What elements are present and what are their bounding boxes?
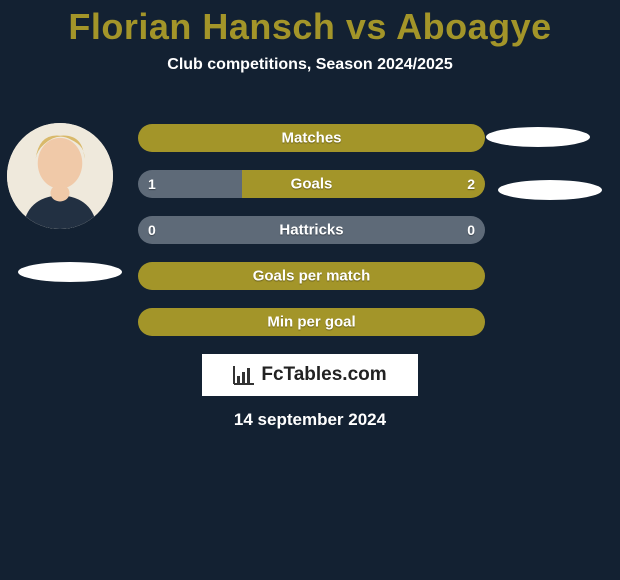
- oval-below-left-avatar: [18, 262, 122, 282]
- bar-value-left: 0: [148, 222, 156, 238]
- stat-bar: Hattricks 0 0: [138, 216, 485, 244]
- avatar-left-image: [7, 123, 113, 229]
- bar-label: Hattricks: [279, 222, 343, 239]
- bar-label: Goals: [291, 176, 333, 193]
- bar-fill-right: [242, 170, 485, 198]
- player-left-avatar: [7, 123, 113, 229]
- oval-right-top: [486, 127, 590, 147]
- fctables-logo: FcTables.com: [202, 354, 418, 396]
- bar-label: Min per goal: [267, 314, 355, 331]
- chart-icon: [233, 365, 255, 385]
- logo-text: FcTables.com: [261, 364, 386, 386]
- comparison-bars: Matches Goals 1 2 Hattricks 0 0 Goals per match…: [138, 124, 485, 354]
- stat-bar: Min per goal: [138, 308, 485, 336]
- page-title: Florian Hansch vs Aboagye: [0, 0, 620, 48]
- stat-bar: Matches: [138, 124, 485, 152]
- oval-right-second: [498, 180, 602, 200]
- stat-bar: Goals per match: [138, 262, 485, 290]
- subtitle: Club competitions, Season 2024/2025: [0, 56, 620, 74]
- bar-value-right: 2: [467, 176, 475, 192]
- bar-label: Matches: [281, 130, 341, 147]
- date-text: 14 september 2024: [234, 410, 386, 430]
- stat-bar: Goals 1 2: [138, 170, 485, 198]
- bar-value-left: 1: [148, 176, 156, 192]
- bar-label: Goals per match: [253, 268, 371, 285]
- bar-value-right: 0: [467, 222, 475, 238]
